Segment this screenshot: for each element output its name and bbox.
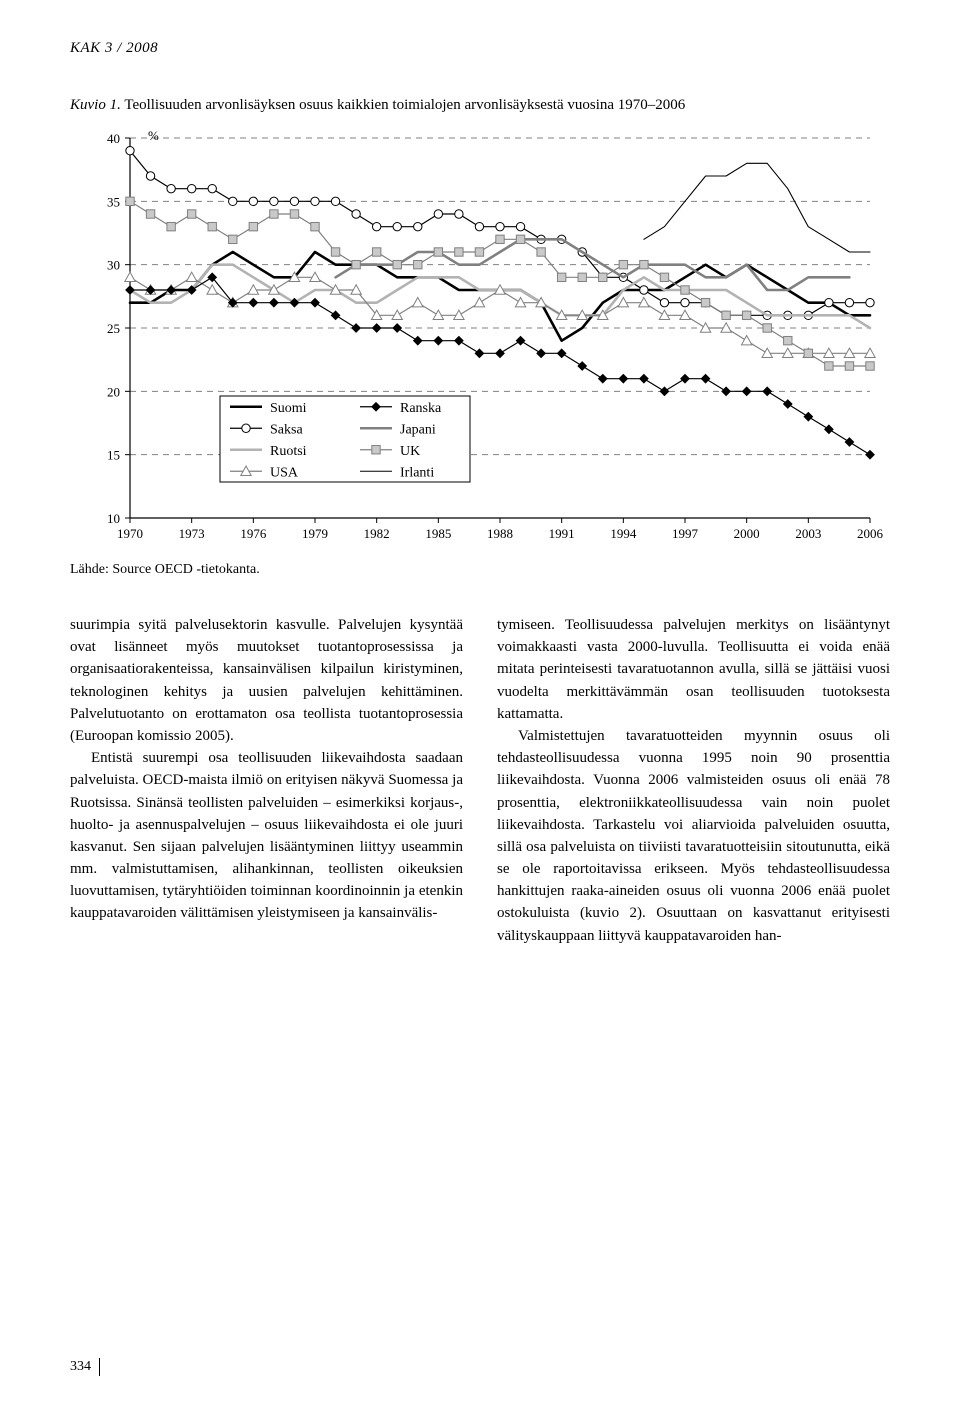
svg-text:1976: 1976: [240, 526, 266, 541]
paragraph: tymiseen. Teollisuudessa palvelujen merk…: [497, 614, 890, 725]
svg-text:1985: 1985: [425, 526, 451, 541]
paragraph: suurimpia syitä palvelusektorin kasvulle…: [70, 614, 463, 747]
svg-text:Suomi: Suomi: [270, 401, 307, 416]
page-number-value: 334: [70, 1359, 91, 1374]
svg-text:1982: 1982: [364, 526, 390, 541]
svg-text:1994: 1994: [610, 526, 637, 541]
running-head: KAK 3 / 2008: [70, 40, 890, 57]
svg-text:%: %: [148, 128, 159, 143]
svg-text:30: 30: [107, 258, 120, 273]
svg-text:Irlanti: Irlanti: [400, 465, 434, 480]
page-number-rule: [99, 1358, 100, 1376]
svg-text:2000: 2000: [734, 526, 760, 541]
svg-text:1988: 1988: [487, 526, 513, 541]
svg-text:Saksa: Saksa: [270, 422, 303, 437]
svg-text:2006: 2006: [857, 526, 884, 541]
line-chart: 10 15 20 25 30 35 40 1970 1973 1976 1979 1982 1985 19…: [70, 124, 890, 554]
svg-text:10: 10: [107, 511, 120, 526]
svg-text:1970: 1970: [117, 526, 143, 541]
paragraph: Valmistettujen tavaratuotteiden myynnin …: [497, 725, 890, 947]
svg-text:Ruotsi: Ruotsi: [270, 444, 307, 459]
svg-text:35: 35: [107, 194, 120, 209]
body-text: suurimpia syitä palvelusektorin kasvulle…: [70, 614, 890, 947]
figure-caption: Kuvio 1. Teollisuuden arvonlisäyksen osu…: [70, 97, 890, 114]
svg-text:1997: 1997: [672, 526, 699, 541]
svg-text:Japani: Japani: [400, 422, 436, 437]
svg-text:40: 40: [107, 131, 120, 146]
page-number: 334: [70, 1358, 100, 1376]
figure-source: Lähde: Source OECD -tietokanta.: [70, 562, 890, 578]
chart: 10 15 20 25 30 35 40 1970 1973 1976 1979 1982 1985 19…: [70, 124, 890, 554]
svg-text:20: 20: [107, 384, 120, 399]
svg-text:UK: UK: [400, 444, 420, 459]
page: KAK 3 / 2008 Kuvio 1. Teollisuuden arvon…: [0, 0, 960, 1408]
svg-text:USA: USA: [270, 465, 299, 480]
svg-text:Ranska: Ranska: [400, 401, 442, 416]
figure-caption-lead: Kuvio 1.: [70, 97, 121, 113]
svg-text:25: 25: [107, 321, 120, 336]
paragraph: Entistä suurempi osa teollisuuden liikev…: [70, 747, 463, 925]
svg-text:1991: 1991: [549, 526, 575, 541]
svg-text:1979: 1979: [302, 526, 328, 541]
figure-caption-text: Teollisuuden arvonlisäyksen osuus kaikki…: [121, 97, 685, 113]
svg-text:1973: 1973: [179, 526, 205, 541]
svg-text:15: 15: [107, 448, 120, 463]
svg-text:2003: 2003: [795, 526, 821, 541]
